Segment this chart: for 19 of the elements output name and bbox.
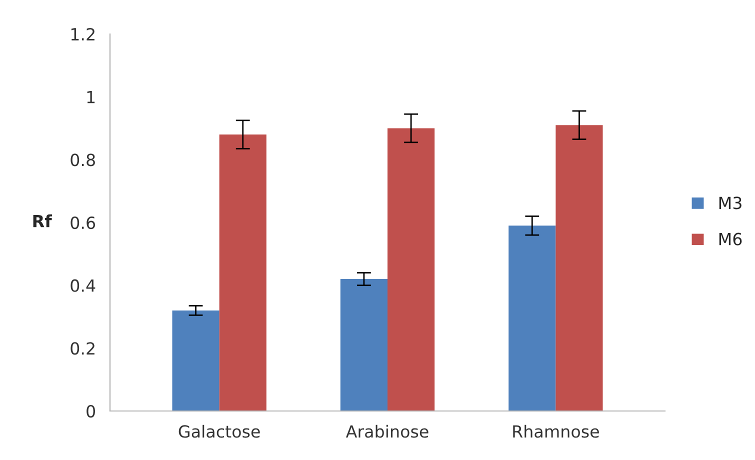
y-axis-title: Rf [33,214,52,228]
bar [388,128,435,411]
y-tick-label: 0.4 [70,279,96,292]
bar [556,125,603,411]
bar [219,134,266,411]
legend-label: M3 [719,196,742,210]
bar [508,226,556,411]
x-tick-label: Arabinose [346,424,428,438]
y-tick-label: 1 [87,91,95,104]
legend-label: M6 [719,232,742,246]
x-tick-label: Rhamnose [513,424,599,438]
y-tick-label: 0 [86,404,96,418]
y-tick-label: 0.6 [70,216,96,230]
y-tick-label: 0.8 [70,154,95,166]
bar [340,279,388,411]
y-tick-label: 1.2 [71,28,94,40]
y-tick-label: 0.2 [70,342,94,355]
bar [172,310,220,411]
x-tick-label: Galactose [178,424,260,438]
